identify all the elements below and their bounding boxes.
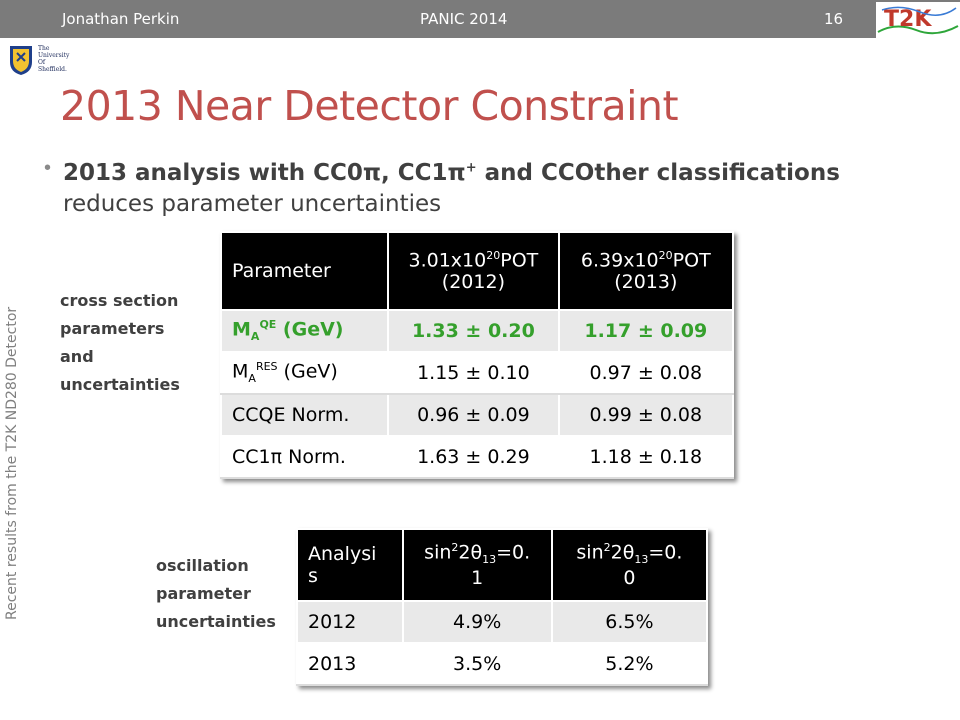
- author-name: Jonathan Perkin: [62, 10, 180, 28]
- table-cell: 0.96 ± 0.09: [387, 393, 560, 437]
- table-row: 2012 4.9% 6.5%: [296, 600, 709, 644]
- table-cell: 1.18 ± 0.18: [557, 435, 735, 479]
- bullet-bold-text: 2013 analysis with CC0π, CC1π+ and CCOth…: [63, 159, 840, 186]
- table-header-cell: 6.39x1020POT (2013): [557, 231, 735, 311]
- table-cell: 0.99 ± 0.08: [557, 393, 735, 437]
- table-header-cell: sin22θ13=0. 0: [550, 528, 709, 602]
- bullet-marker: •: [44, 157, 52, 179]
- page-number: 16: [824, 10, 844, 28]
- table-row: MAQE (GeV) 1.33 ± 0.20 1.17 ± 0.09: [219, 309, 735, 353]
- slide-title: 2013 Near Detector Constraint: [60, 82, 679, 130]
- bullet-text: 2013 analysis with CC0π, CC1π+ and CCOth…: [63, 152, 923, 220]
- table-cell: 4.9%: [401, 600, 553, 644]
- table-cell: 1.17 ± 0.09: [557, 309, 735, 353]
- table-header-row: Analysi s sin22θ13=0. 1 sin22θ13=0. 0: [296, 528, 709, 602]
- xsec-table: Parameter 3.01x1020POT (2012) 6.39x1020PO…: [219, 231, 735, 479]
- table-cell: 0.97 ± 0.08: [557, 351, 735, 395]
- osc-table: Analysi s sin22θ13=0. 1 sin22θ13=0. 0 2012 …: [296, 528, 709, 686]
- university-name: The University Of Sheffield.: [38, 45, 70, 73]
- table-cell: 6.5%: [550, 600, 709, 644]
- table-row: CC1π Norm. 1.63 ± 0.29 1.18 ± 0.18: [219, 435, 735, 479]
- table-header-cell: sin22θ13=0. 1: [401, 528, 553, 602]
- table-row: CCQE Norm. 0.96 ± 0.09 0.99 ± 0.08: [219, 393, 735, 437]
- header-bar: Jonathan Perkin PANIC 2014 16 T2K: [0, 0, 960, 38]
- university-logo: The University Of Sheffield.: [8, 44, 98, 80]
- table-cell: MAQE (GeV): [219, 309, 390, 353]
- table-header-row: Parameter 3.01x1020POT (2012) 6.39x1020PO…: [219, 231, 735, 311]
- table-row: MARES (GeV) 1.15 ± 0.10 0.97 ± 0.08: [219, 351, 735, 395]
- table-cell: MARES (GeV): [219, 351, 390, 395]
- bullet-normal-text: reduces parameter uncertainties: [63, 190, 442, 217]
- crest-icon: [10, 46, 32, 75]
- t2k-logo: T2K: [876, 2, 960, 38]
- xsec-label: cross section parameters and uncertainti…: [60, 291, 180, 394]
- table-cell: 2013: [296, 642, 404, 686]
- table-cell: 2012: [296, 600, 404, 644]
- table-cell: CC1π Norm.: [219, 435, 390, 479]
- table-header-cell: 3.01x1020POT (2012): [387, 231, 560, 311]
- table-cell: CCQE Norm.: [219, 393, 390, 437]
- table-cell: 1.63 ± 0.29: [387, 435, 560, 479]
- table-cell: 5.2%: [550, 642, 709, 686]
- table-header-cell: Analysi s: [296, 528, 404, 602]
- table-cell: 3.5%: [401, 642, 553, 686]
- table-cell: 1.33 ± 0.20: [387, 309, 560, 353]
- conference-name: PANIC 2014: [420, 10, 508, 28]
- vertical-side-text: Recent results from the T2K ND280 Detect…: [4, 306, 20, 620]
- table-header-cell: Parameter: [219, 231, 390, 311]
- table-cell: 1.15 ± 0.10: [387, 351, 560, 395]
- table-row: 2013 3.5% 5.2%: [296, 642, 709, 686]
- osc-label: oscillation parameter uncertainties: [156, 556, 276, 631]
- svg-text:T2K: T2K: [884, 7, 932, 32]
